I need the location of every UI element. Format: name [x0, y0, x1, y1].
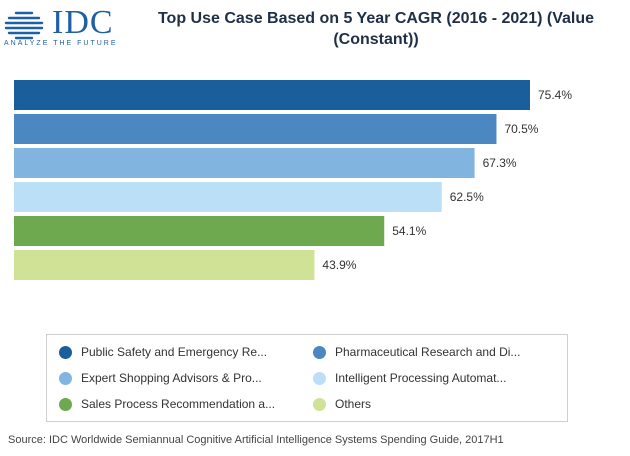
bar-5[interactable]	[14, 250, 315, 280]
legend-swatch	[313, 345, 326, 359]
bar-2[interactable]	[14, 148, 475, 178]
legend-item-1[interactable]: Pharmaceutical Research and Di...	[313, 343, 520, 361]
legend-item-3[interactable]: Intelligent Processing Automat...	[313, 369, 506, 387]
bar-value-label-2: 67.3%	[483, 156, 517, 170]
legend-label: Pharmaceutical Research and Di...	[335, 345, 521, 359]
legend-item-5[interactable]: Others	[313, 395, 371, 413]
bar-1[interactable]	[14, 114, 497, 144]
legend-label: Others	[335, 397, 372, 411]
legend-swatch	[59, 397, 72, 411]
legend-swatch	[313, 397, 326, 411]
bar-4[interactable]	[14, 216, 385, 246]
bar-value-label-3: 62.5%	[450, 190, 484, 204]
bar-0[interactable]	[14, 80, 530, 110]
bar-value-label-0: 75.4%	[538, 88, 572, 102]
logo-tagline: ANALYZE THE FUTURE	[4, 40, 118, 47]
source-note: Source: IDC Worldwide Semiannual Cogniti…	[8, 434, 504, 446]
globe-icon	[4, 11, 44, 40]
bar-value-label-1: 70.5%	[504, 122, 538, 136]
legend-swatch	[313, 371, 326, 385]
legend-label: Sales Process Recommendation a...	[81, 397, 276, 411]
idc-logo: IDC ANALYZE THE FUTURE	[4, 4, 124, 52]
chart-legend: Public Safety and Emergency Re... Pharmac…	[46, 334, 568, 422]
bar-value-label-4: 54.1%	[392, 224, 426, 238]
legend-item-2[interactable]: Expert Shopping Advisors & Pro...	[59, 369, 262, 387]
legend-label: Expert Shopping Advisors & Pro...	[81, 371, 262, 385]
legend-label: Intelligent Processing Automat...	[335, 371, 507, 385]
bar-chart: 75.4% 70.5% 67.3% 62.5% 54.1% 43.9%	[14, 80, 572, 280]
bar-value-label-5: 43.9%	[322, 258, 356, 272]
legend-swatch	[59, 371, 72, 385]
bar-3[interactable]	[14, 182, 442, 212]
legend-label: Public Safety and Emergency Re...	[81, 345, 268, 359]
chart-title: Top Use Case Based on 5 Year CAGR (2016 …	[157, 10, 595, 48]
legend-swatch	[59, 345, 72, 359]
logo-wordmark: IDC	[52, 4, 114, 41]
legend-item-4[interactable]: Sales Process Recommendation a...	[59, 395, 275, 413]
legend-item-0[interactable]: Public Safety and Emergency Re...	[59, 343, 267, 361]
